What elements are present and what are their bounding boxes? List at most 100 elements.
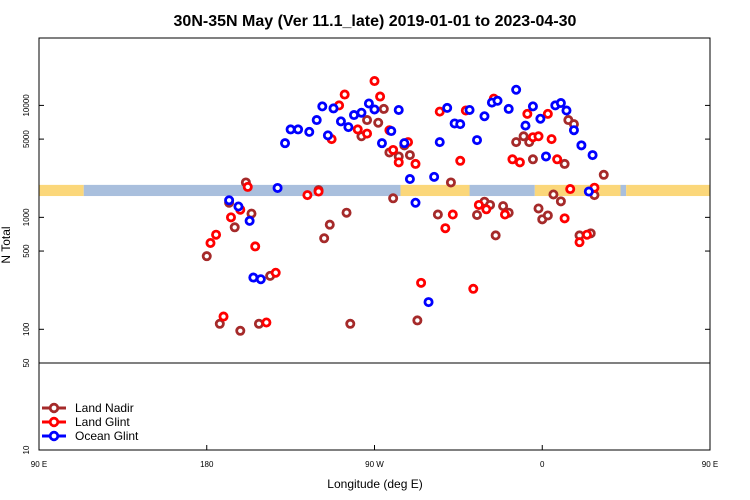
point-land-glint: [242, 181, 253, 192]
point-land-glint: [225, 212, 236, 223]
point-ocean-glint: [248, 272, 259, 283]
point-ocean-glint: [404, 174, 415, 185]
point-ocean-glint: [410, 197, 421, 208]
x-tick-label: 0: [540, 460, 545, 469]
point-ocean-glint: [335, 116, 346, 127]
point-land-nadir: [559, 158, 570, 169]
x-tick-label: 180: [200, 460, 214, 469]
point-land-glint: [440, 223, 451, 234]
point-land-glint: [352, 124, 363, 135]
point-land-nadir: [511, 137, 522, 148]
point-land-nadir: [201, 251, 212, 262]
point-land-nadir: [324, 219, 335, 230]
point-land-glint: [581, 229, 592, 240]
point-land-glint: [447, 209, 458, 220]
point-land-nadir: [412, 315, 423, 326]
y-tick-label: 500: [22, 244, 31, 258]
point-ocean-glint: [343, 122, 354, 133]
data-points: [201, 76, 609, 336]
point-land-glint: [205, 238, 216, 249]
point-land-glint: [533, 131, 544, 142]
y-tick-label: 50: [22, 358, 31, 367]
point-land-glint: [565, 184, 576, 195]
point-land-nadir: [472, 209, 483, 220]
legend-label-ocean-glint: Ocean Glint: [75, 429, 139, 443]
point-land-glint: [522, 108, 533, 119]
point-land-glint: [574, 237, 585, 248]
point-ocean-glint: [587, 150, 598, 161]
legend-marker-ocean-glint: [48, 430, 60, 442]
point-ocean-glint: [386, 126, 397, 137]
point-land-glint: [546, 134, 557, 145]
band-segment-ocean: [620, 184, 627, 197]
point-land-glint: [211, 229, 222, 240]
point-land-glint: [514, 157, 525, 168]
point-ocean-glint: [442, 102, 453, 113]
point-land-nadir: [527, 154, 538, 165]
point-land-glint: [455, 155, 466, 166]
point-land-nadir: [598, 169, 609, 180]
x-axis-label: Longitude (deg E): [327, 477, 422, 491]
point-land-nadir: [235, 325, 246, 336]
point-ocean-glint: [272, 182, 283, 193]
point-land-glint: [559, 213, 570, 224]
point-ocean-glint: [311, 115, 322, 126]
point-land-glint: [270, 267, 281, 278]
point-land-nadir: [404, 150, 415, 161]
point-ocean-glint: [479, 111, 490, 122]
point-ocean-glint: [244, 215, 255, 226]
point-ocean-glint: [369, 104, 380, 115]
y-tick-label: 1000: [22, 208, 31, 226]
upper-panel-frame: [38, 37, 711, 364]
point-land-glint: [250, 241, 261, 252]
point-land-nadir: [341, 207, 352, 218]
point-ocean-glint: [511, 84, 522, 95]
point-land-nadir: [362, 115, 373, 126]
lower-panel-frame: [38, 362, 711, 451]
point-land-nadir: [214, 318, 225, 329]
x-tick-label: 90 E: [702, 460, 718, 469]
legend: Land Nadir Land Glint Ocean Glint: [42, 401, 139, 443]
y-axis-label: N Total: [0, 226, 13, 263]
point-land-nadir: [373, 117, 384, 128]
point-land-nadir: [548, 189, 559, 200]
point-ocean-glint: [520, 120, 531, 131]
y-tick-label: 10: [22, 445, 31, 454]
point-ocean-glint: [503, 103, 514, 114]
legend-marker-land-glint: [48, 416, 60, 428]
point-land-glint: [362, 128, 373, 139]
point-ocean-glint: [535, 113, 546, 124]
point-ocean-glint: [363, 98, 374, 109]
point-land-glint: [369, 76, 380, 87]
legend-label-land-glint: Land Glint: [75, 415, 130, 429]
point-ocean-glint: [304, 126, 315, 137]
point-land-nadir: [555, 196, 566, 207]
point-ocean-glint: [399, 138, 410, 149]
point-land-glint: [473, 199, 484, 210]
point-ocean-glint: [322, 130, 333, 141]
point-land-nadir: [388, 193, 399, 204]
point-ocean-glint: [434, 137, 445, 148]
point-land-nadir: [432, 209, 443, 220]
point-land-nadir: [498, 201, 509, 212]
band-segment-land: [626, 184, 710, 197]
point-ocean-glint: [356, 107, 367, 118]
legend-marker-land-nadir: [48, 402, 60, 414]
point-ocean-glint: [233, 201, 244, 212]
band-segment-land: [39, 184, 84, 197]
point-ocean-glint: [555, 98, 566, 109]
point-land-glint: [416, 277, 427, 288]
point-land-glint: [542, 108, 553, 119]
point-land-glint: [261, 317, 272, 328]
point-land-glint: [388, 144, 399, 155]
point-ocean-glint: [255, 274, 266, 285]
point-land-glint: [434, 106, 445, 117]
point-land-nadir: [378, 103, 389, 114]
point-ocean-glint: [280, 138, 291, 149]
y-tick-label: 5000: [22, 130, 31, 148]
point-ocean-glint: [576, 140, 587, 151]
y-tick-label: 100: [22, 322, 31, 336]
point-ocean-glint: [423, 297, 434, 308]
point-land-glint: [339, 89, 350, 100]
